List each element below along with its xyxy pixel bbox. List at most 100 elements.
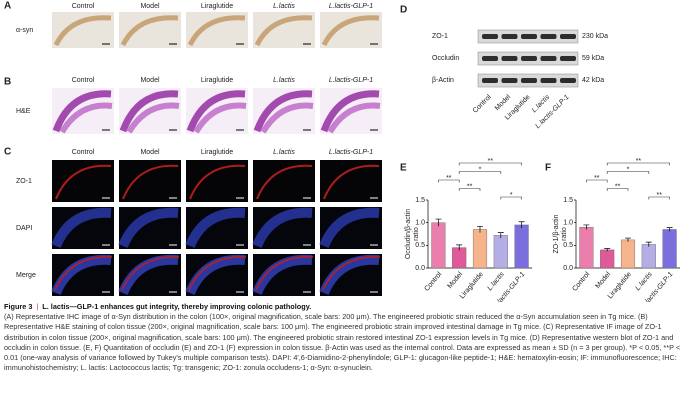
micrograph xyxy=(185,207,248,249)
error-bar xyxy=(497,232,504,239)
significance-label: ** xyxy=(636,158,642,165)
tissue xyxy=(319,254,380,296)
micrograph xyxy=(119,12,181,48)
x-tick-label: L.lactis xyxy=(634,271,654,293)
blot-band xyxy=(501,56,518,61)
y-tick-label: 1.5 xyxy=(563,197,573,204)
lane-label: Control xyxy=(472,93,493,114)
blot-band xyxy=(521,78,537,83)
y-axis-label: ratio xyxy=(413,227,420,241)
significance-bracket xyxy=(586,179,608,183)
row-label: H&E xyxy=(16,108,31,115)
x-tick-label: Control xyxy=(423,271,443,293)
separator: | xyxy=(36,302,39,311)
tissue xyxy=(53,15,112,47)
row-label: ZO-1 xyxy=(16,178,32,185)
column-label: Control xyxy=(72,149,95,156)
image-bg xyxy=(186,160,248,202)
image-bg xyxy=(320,160,382,202)
error-bar xyxy=(625,237,631,242)
y-tick-label: 0.5 xyxy=(415,242,425,249)
blot-band xyxy=(482,34,498,39)
column-label: Model xyxy=(140,3,160,10)
x-tick-label: Control xyxy=(571,271,591,293)
band-name: β-Actin xyxy=(432,77,454,84)
bar xyxy=(514,224,529,269)
y-axis-label: ratio xyxy=(561,227,568,241)
caption-body: (A) Representative IHC image of α-Syn di… xyxy=(4,312,681,373)
tissue xyxy=(254,15,313,47)
bar xyxy=(493,235,508,269)
tissue xyxy=(120,15,179,47)
bar xyxy=(472,229,488,269)
tissue xyxy=(323,164,380,200)
panel-label: D xyxy=(400,5,407,16)
micrograph xyxy=(119,88,181,134)
tissue xyxy=(186,90,246,133)
error-bar xyxy=(583,224,590,230)
micrograph xyxy=(185,254,248,296)
tissue-red xyxy=(322,256,381,291)
blot-band xyxy=(521,34,537,39)
blot-band xyxy=(560,34,576,39)
column-label: Model xyxy=(140,77,160,84)
significance-bracket xyxy=(458,162,522,166)
tissue xyxy=(55,164,112,200)
tissue-inner xyxy=(260,102,314,134)
micrograph xyxy=(186,160,248,202)
tissue xyxy=(118,254,179,296)
row-label: Merge xyxy=(16,272,36,279)
blot-band xyxy=(560,78,576,83)
micrograph xyxy=(51,207,114,249)
tissue xyxy=(118,207,179,249)
column-label: Model xyxy=(140,149,160,156)
image-bg xyxy=(52,160,114,202)
significance-bracket xyxy=(606,188,629,191)
significance-label: * xyxy=(479,166,482,173)
figure: A Control Model Liraglutide L.lactis L.lactis… xyxy=(4,1,680,302)
column-label: L.lactis-GLP-1 xyxy=(329,77,373,84)
band-size: 230 kDa xyxy=(582,33,608,40)
micrograph xyxy=(252,254,315,296)
blot-band xyxy=(540,78,557,83)
micrograph xyxy=(253,88,315,134)
column-label: Liraglutide xyxy=(201,149,233,156)
significance-label: ** xyxy=(446,175,452,182)
panel-label: C xyxy=(4,147,11,158)
significance-bracket xyxy=(458,171,502,174)
significance-bracket xyxy=(438,179,460,183)
caption-title: L. lactis—GLP-1 enhances gut integrity, … xyxy=(42,302,312,311)
image-bg xyxy=(119,160,181,202)
error-bar xyxy=(456,244,463,251)
micrograph xyxy=(52,160,114,202)
band-size: 42 kDa xyxy=(582,77,604,84)
row-label: α-syn xyxy=(16,27,33,34)
tissue xyxy=(253,90,313,133)
column-label: L.lactis xyxy=(273,149,295,156)
error-bar xyxy=(604,248,611,252)
error-bar xyxy=(477,225,483,233)
tissue-red xyxy=(54,256,113,291)
significance-label: * xyxy=(510,192,513,199)
lane-label: Model xyxy=(494,93,513,112)
tissue xyxy=(51,207,112,249)
micrograph xyxy=(51,254,114,296)
tissue xyxy=(185,207,246,249)
caption: Figure 3 | L. lactis—GLP-1 enhances gut in… xyxy=(4,302,692,373)
tissue xyxy=(185,254,246,296)
significance-label: ** xyxy=(594,175,600,182)
tissue xyxy=(51,254,112,296)
band-name: ZO-1 xyxy=(432,33,448,40)
micrograph xyxy=(119,160,181,202)
y-tick-label: 0.0 xyxy=(415,265,425,272)
tissue xyxy=(252,254,313,296)
tissue xyxy=(189,164,246,200)
significance-bracket xyxy=(606,171,650,174)
x-tick-label: Model xyxy=(595,271,613,290)
significance-label: * xyxy=(627,166,630,173)
band-size: 59 kDa xyxy=(582,55,604,62)
tissue-red xyxy=(255,256,314,291)
significance-label: ** xyxy=(488,158,494,165)
y-tick-label: 1.5 xyxy=(415,197,425,204)
